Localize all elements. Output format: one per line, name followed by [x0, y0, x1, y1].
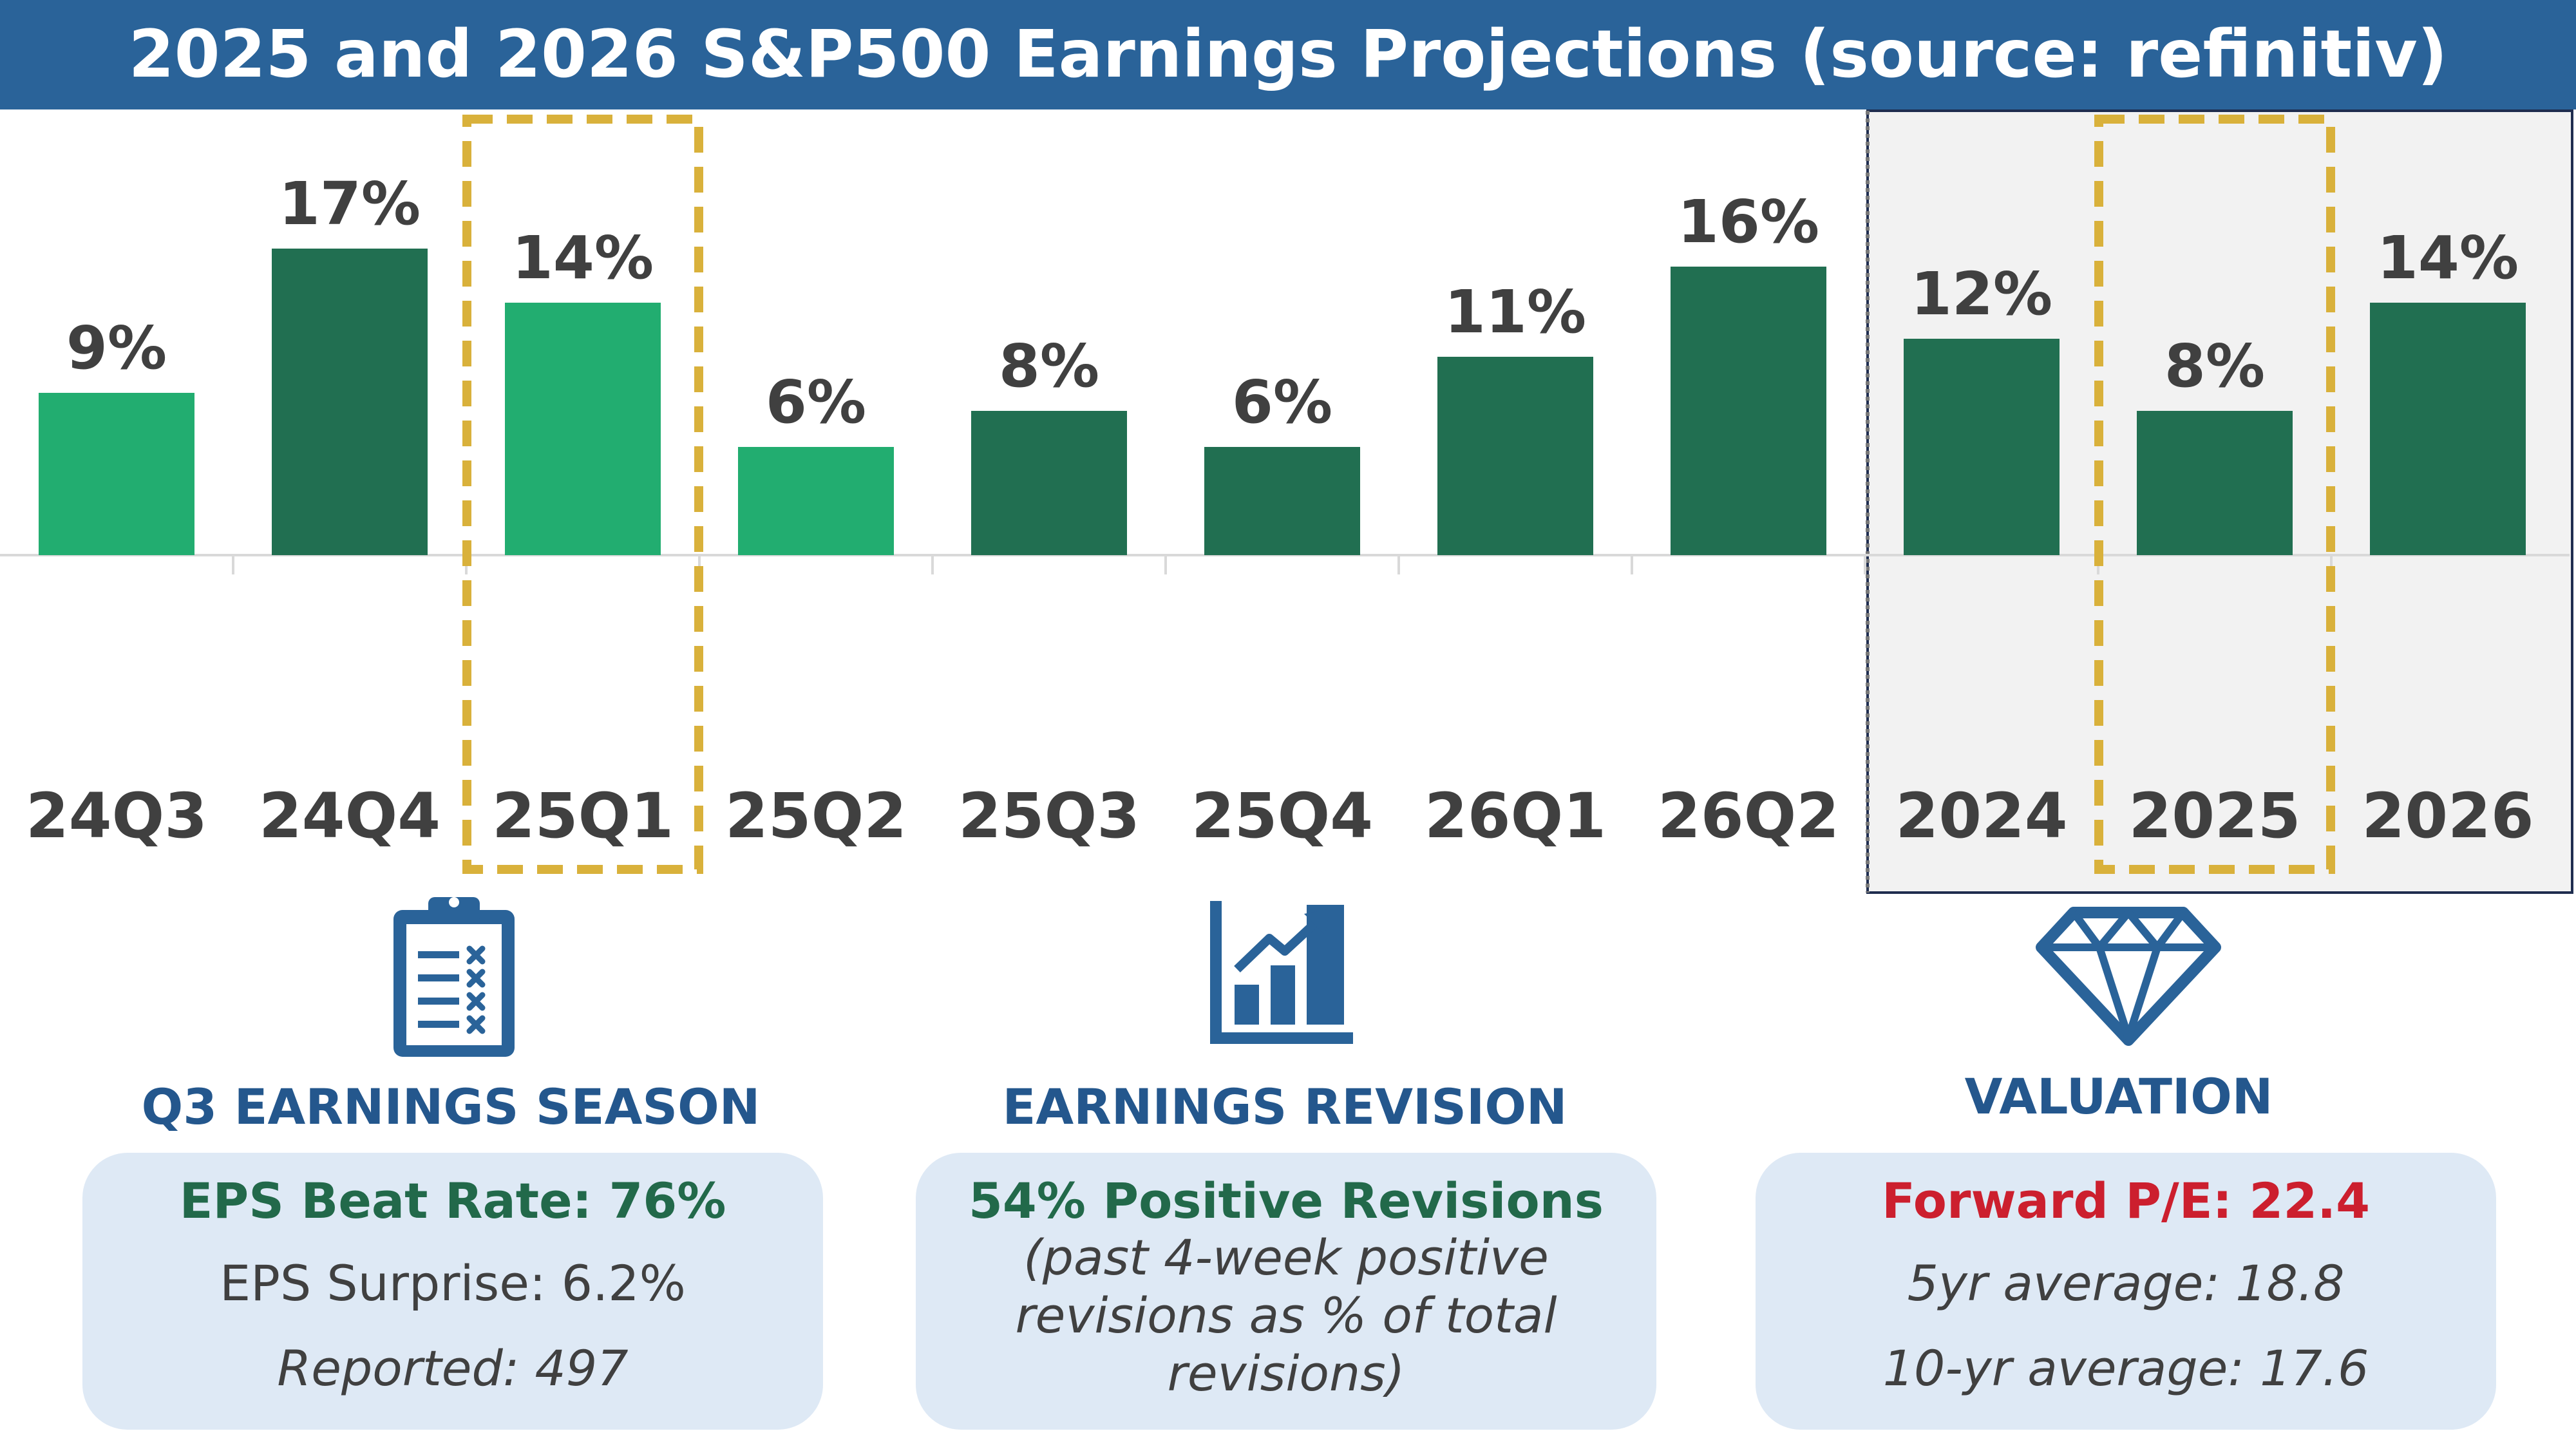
bar-value-label: 9% [66, 314, 167, 383]
category-label: 26Q1 [1425, 780, 1606, 852]
category-label: 25Q3 [958, 780, 1140, 852]
clipboard-checklist-icon [393, 897, 515, 1057]
forward-pe: Forward P/E: 22.4 [1881, 1172, 2371, 1229]
title-bar [0, 0, 2576, 109]
category-label: 2025 [2128, 780, 2300, 852]
bar-value-label: 8% [2164, 332, 2265, 401]
eps-beat-rate: EPS Beat Rate: 76% [179, 1172, 726, 1229]
bar-24q3 [39, 393, 194, 555]
diamond-icon [2036, 907, 2221, 1046]
category-label: 24Q4 [259, 780, 440, 852]
revision-note-line-2: revisions as % of total [1015, 1287, 1557, 1344]
highlight-box-2025 [2094, 115, 2335, 874]
bar-value-label: 14% [512, 223, 654, 292]
earnings-growth-chart: 9% 24Q3 17% 24Q4 14% 25Q1 6% 25Q2 8% 25Q3 6% 25Q4 11… [0, 109, 2573, 894]
category-label: 25Q2 [725, 780, 907, 852]
eps-surprise: EPS Surprise: 6.2% [220, 1255, 686, 1312]
category-label: 24Q3 [26, 780, 207, 852]
bar-value-label: 16% [1678, 187, 1819, 256]
bar-2026 [2370, 303, 2526, 555]
bar-2024 [1904, 339, 2060, 555]
bar-value-label: 12% [1911, 260, 2052, 328]
bar-25q4 [1204, 447, 1360, 555]
revision-note-line-1: (past 4-week positive [1023, 1229, 1549, 1286]
chart-title: 2025 and 2026 S&P500 Earnings Projection… [128, 16, 2448, 93]
five-year-average: 5yr average: 18.8 [1907, 1255, 2345, 1312]
category-label: 2024 [1895, 780, 2067, 852]
growth-bar-chart-icon [1210, 901, 1353, 1044]
bar-value-label: 14% [2377, 223, 2519, 292]
bar-26q2 [1671, 267, 1826, 555]
category-label: 25Q1 [492, 780, 674, 852]
section-title-earnings-revision: EARNINGS REVISION [1002, 1078, 1567, 1135]
bar-24q4 [272, 249, 428, 555]
section-title-valuation: VALUATION [1964, 1068, 2273, 1125]
highlight-box-25q1 [462, 115, 703, 874]
bar-value-label: 8% [999, 332, 1099, 401]
bar-value-label: 17% [279, 169, 421, 238]
positive-revisions: 54% Positive Revisions [969, 1172, 1604, 1229]
bar-25q2 [738, 447, 894, 555]
category-label: 25Q4 [1191, 780, 1373, 852]
bar-26q1 [1437, 357, 1593, 555]
section-title-earnings-season: Q3 EARNINGS SEASON [141, 1078, 761, 1135]
revision-note-line-3: revisions) [1167, 1345, 1405, 1402]
bar-value-label: 6% [1232, 368, 1332, 437]
valuation-card: Forward P/E: 22.4 5yr average: 18.8 10-y… [1756, 1153, 2496, 1430]
category-label: 26Q2 [1658, 780, 1839, 852]
bar-25q1 [505, 303, 661, 555]
ten-year-average: 10-yr average: 17.6 [1882, 1340, 2369, 1397]
bar-2025 [2137, 411, 2293, 555]
reported-count: Reported: 497 [277, 1340, 629, 1397]
earnings-season-card: EPS Beat Rate: 76% EPS Surprise: 6.2% Re… [82, 1153, 823, 1430]
earnings-revision-card: 54% Positive Revisions (past 4-week posi… [916, 1153, 1656, 1430]
category-label: 2026 [2362, 780, 2533, 852]
bar-value-label: 6% [766, 368, 866, 437]
bar-value-label: 11% [1444, 278, 1586, 346]
bar-25q3 [971, 411, 1127, 555]
